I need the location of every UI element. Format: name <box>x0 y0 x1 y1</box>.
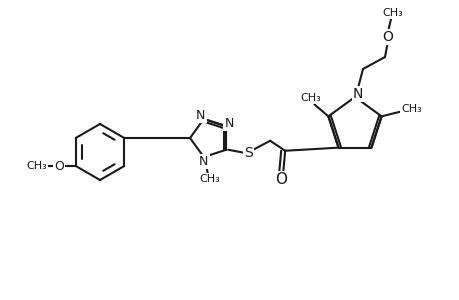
Text: CH₃: CH₃ <box>26 161 47 171</box>
Text: CH₃: CH₃ <box>199 174 220 184</box>
Text: N: N <box>199 154 208 167</box>
Text: O: O <box>382 30 392 44</box>
Text: N: N <box>224 117 233 130</box>
Text: CH₃: CH₃ <box>400 104 421 114</box>
Text: N: N <box>196 110 205 122</box>
Text: CH₃: CH₃ <box>299 93 320 103</box>
Text: N: N <box>352 87 363 101</box>
Text: O: O <box>54 160 63 172</box>
Text: S: S <box>243 146 252 160</box>
Text: O: O <box>274 172 286 187</box>
Text: CH₃: CH₃ <box>382 8 403 18</box>
